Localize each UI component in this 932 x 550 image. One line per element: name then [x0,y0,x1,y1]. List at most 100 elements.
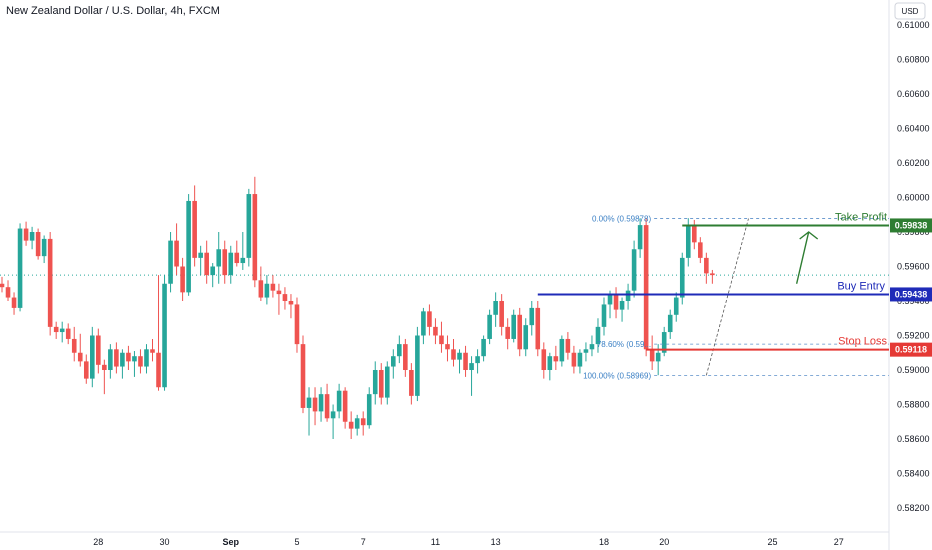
time-axis[interactable]: 28 30 Sep 5 7 11 13 18 20 25 27 [93,537,843,547]
candle-body [583,349,589,353]
candle-body [144,349,149,367]
candle-body [234,252,240,264]
candle-body [517,314,523,350]
price-tick-label: 0.60800 [897,55,930,65]
candle-body [469,363,474,370]
candle-body [222,249,228,276]
arrow-head [799,231,819,240]
candle-body [53,326,59,333]
candle-body [150,349,155,353]
candle-body [288,301,294,305]
candle-body [276,290,282,295]
candle-body [342,390,348,422]
candle-body [228,252,234,276]
candle-body [427,311,432,327]
candle-body [589,344,595,350]
candle-body [96,335,101,365]
candle-body [336,390,342,412]
candle-body [559,338,565,362]
candle-body [294,304,300,345]
price-tick-label: 0.60000 [897,193,930,203]
candle-body [547,356,553,370]
candle-body [252,194,258,281]
candle-body [409,370,414,396]
candle-body [613,294,619,310]
candle-body [282,294,288,301]
candle-body [108,349,113,370]
candle-body [649,349,655,362]
candle-body [366,394,372,426]
candle-body [679,257,685,298]
candle-body [433,326,438,336]
level-price-badge-text: 0.59438 [895,289,928,299]
candle-body [698,242,703,258]
candle-body [41,238,47,257]
candle-body [511,314,516,339]
candle-body [457,352,462,360]
candle-body [162,283,167,388]
candle-body [421,311,426,336]
candle-body [619,301,625,310]
candle-body [65,328,71,339]
candle-body [138,356,143,367]
candle-body [210,266,215,276]
candle-body [439,335,444,345]
candle-body [384,366,390,398]
candle-body [378,370,384,398]
level-price-badge [890,287,932,302]
price-tick-label: 0.60200 [897,158,930,168]
candle-body [397,344,402,357]
candle-body [186,200,191,293]
price-axis[interactable]: 0.61000 0.60800 0.60600 0.60400 0.60200 0.600… [897,20,930,513]
fib-level-label: 100.00% (0.58969) [583,371,651,380]
candle-body [192,200,197,258]
candle-body [625,290,631,301]
candle-body [529,307,535,326]
projection-arrow[interactable] [795,231,819,284]
candle-body [451,349,456,360]
level-price-badge [890,342,932,357]
candle-body [318,394,324,412]
currency-box[interactable] [894,2,926,20]
arrow-shaft [795,231,810,284]
candle-body [481,338,486,357]
level-price-badge-text: 0.59118 [895,345,927,355]
candle-body [595,326,601,345]
level-label: Take Profit [835,211,887,223]
candle-body [505,326,510,339]
candle-body [132,356,137,362]
price-tick-label: 0.58600 [897,434,930,444]
candle-body [29,232,35,241]
candle-body [372,370,378,395]
price-tick-label: 0.58400 [897,469,930,479]
price-tick-label: 0.58800 [897,400,930,410]
candle-body [180,266,185,293]
candle-body [673,297,679,315]
candle-body [685,225,691,258]
candle-body [120,352,125,367]
date-tick-label: 30 [160,537,170,547]
trade-levels[interactable]: Take Profit 0.59838 Buy Entry 0.59438 Stop L… [537,211,932,357]
candle-body [601,304,607,327]
candle-body [360,418,366,426]
candle-body [565,338,571,353]
candle-body [655,352,661,362]
candle-body [348,421,354,429]
candle-body [631,249,637,291]
fib-level-label: 0.00% (0.59878) [592,215,651,224]
candle-body [11,297,17,308]
candle-body [240,257,246,264]
level-price-badge [890,218,932,233]
price-tick-label: 0.61000 [897,20,930,30]
candle-body [643,225,649,350]
candle-body [59,328,65,333]
currency-label: USD [902,7,919,16]
candle-body [493,301,498,315]
fib-level-label: 78.60% (0.59... [597,340,651,349]
candle-body [270,283,276,291]
candle-body [300,344,306,408]
candle-body [692,225,697,243]
candle-body [5,287,11,298]
candle-body [204,252,209,276]
